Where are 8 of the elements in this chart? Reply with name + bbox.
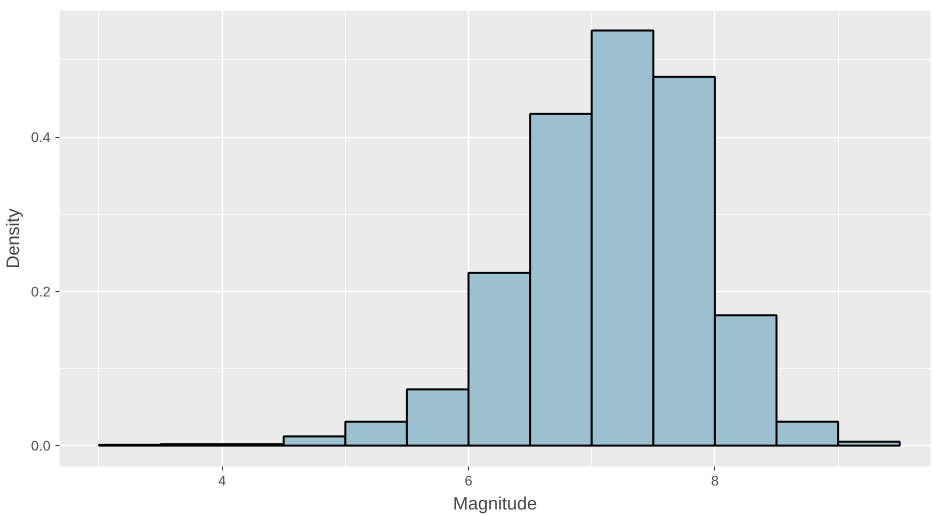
x-tick-label: 4 [218,472,226,488]
y-tick-label: 0.4 [31,129,51,146]
y-tick-label: 0.2 [31,283,51,300]
x-axis-title: Magnitude [452,494,538,514]
x-tick-label: 8 [711,472,720,488]
x-tick-label: 6 [464,472,473,488]
y-tick-label: 0.0 [31,438,51,454]
y-axis-title: Density [3,208,24,269]
